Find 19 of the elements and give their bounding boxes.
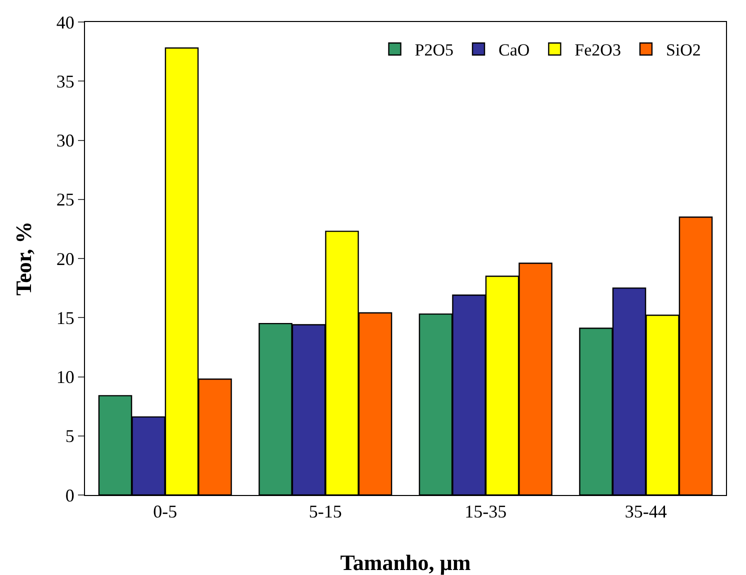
legend-label: P2O5 xyxy=(414,40,454,60)
legend-label: Fe2O3 xyxy=(574,40,621,60)
x-tick-label: 0-5 xyxy=(153,502,178,522)
y-tick-label: 15 xyxy=(56,308,74,328)
x-tick-label: 5-15 xyxy=(308,502,342,522)
legend-label: CaO xyxy=(498,40,530,60)
y-tick-label: 0 xyxy=(65,485,74,506)
y-tick-label: 5 xyxy=(65,426,74,446)
y-tick-label: 25 xyxy=(56,190,74,210)
x-axis-title: Tamanho, µm xyxy=(340,550,471,575)
y-tick-label: 35 xyxy=(56,71,74,92)
x-tick-label: 35-44 xyxy=(624,502,667,522)
y-axis-title: Teor, % xyxy=(11,221,36,296)
y-tick-label: 10 xyxy=(56,367,74,388)
legend-label: SiO2 xyxy=(666,40,701,60)
x-tick-label: 15-35 xyxy=(464,502,507,522)
y-tick-label: 20 xyxy=(56,248,74,269)
y-tick-label: 40 xyxy=(56,12,74,32)
y-tick-label: 30 xyxy=(56,130,74,151)
